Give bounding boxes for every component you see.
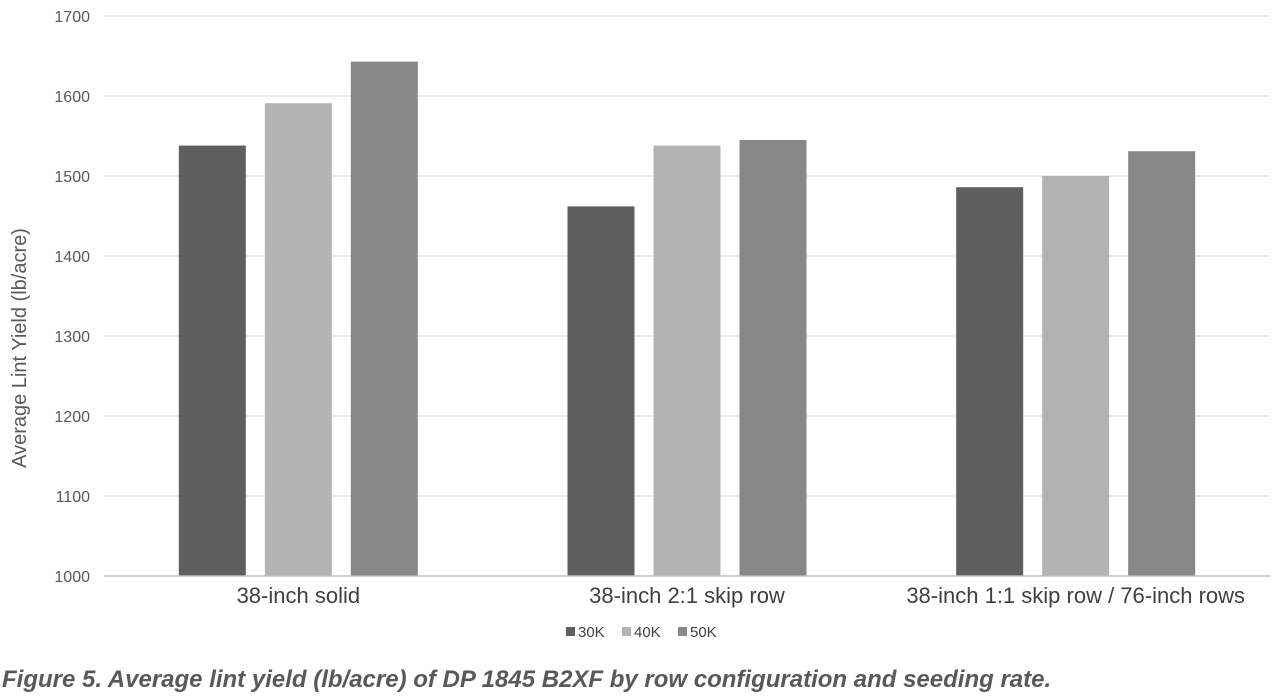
bar-30k-2 (567, 206, 635, 576)
legend-swatch-30k (566, 627, 575, 636)
y-tick-label: 1000 (54, 569, 90, 586)
y-axis-ticks: 1000 1100 1200 1300 1400 1500 1600 1700 (54, 9, 90, 586)
bar-40k-3 (1042, 176, 1110, 576)
legend-swatch-50k (678, 627, 687, 636)
y-tick-label: 1200 (54, 409, 90, 426)
y-tick-label: 1400 (54, 249, 90, 266)
bar-30k-3 (956, 187, 1024, 576)
y-tick-label: 1600 (54, 89, 90, 106)
bar-30k-1 (178, 145, 246, 576)
x-category-label: 38-inch 2:1 skip row (589, 583, 785, 608)
y-tick-label: 1500 (54, 169, 90, 186)
bar-50k-1 (350, 61, 418, 577)
legend-label-30k: 30K (578, 624, 605, 641)
bar-40k-2 (653, 145, 721, 576)
legend-label-50k: 50K (690, 624, 717, 641)
bar-50k-2 (739, 140, 807, 576)
bar-50k-3 (1128, 151, 1196, 576)
y-tick-label: 1100 (56, 489, 91, 506)
legend-label-40k: 40K (634, 624, 661, 641)
bar-chart: 1000 1100 1200 1300 1400 1500 1600 1700 38-inch… (9, 9, 1270, 641)
legend-swatch-40k (622, 627, 631, 636)
x-category-label: 38-inch solid (237, 583, 361, 608)
x-axis-categories: 38-inch solid 38-inch 2:1 skip row 38-inch… (237, 583, 1245, 608)
y-axis-label: Average Lint Yield (lb/acre) (9, 228, 31, 468)
y-tick-label: 1700 (54, 9, 90, 26)
y-tick-label: 1300 (54, 329, 90, 346)
bar-40k-1 (264, 103, 332, 576)
legend: 30K 40K 50K (566, 624, 717, 641)
bars (178, 61, 1196, 577)
figure-caption: Figure 5. Average lint yield (lb/acre) o… (2, 666, 1052, 693)
x-category-label: 38-inch 1:1 skip row / 76-inch rows (906, 583, 1245, 608)
